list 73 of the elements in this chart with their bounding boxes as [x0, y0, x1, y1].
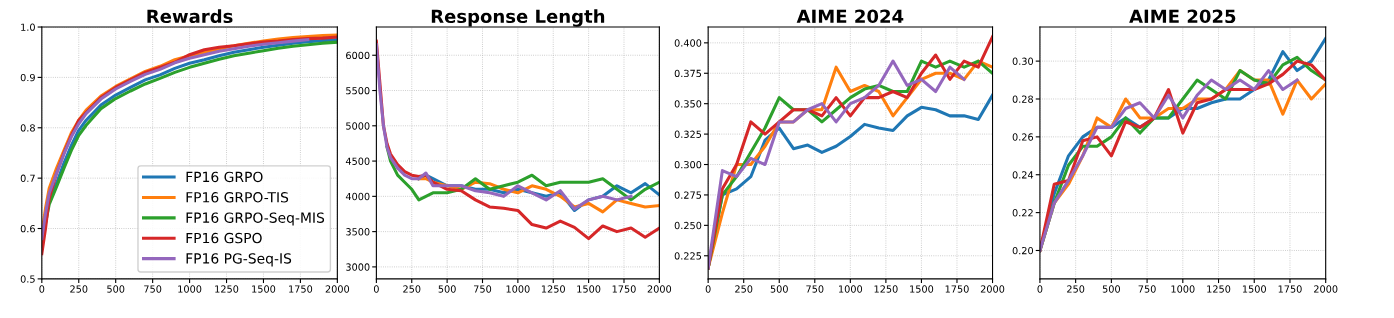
x-tick-label: 0 — [705, 285, 711, 293]
x-tick-label: 2000 — [647, 285, 672, 293]
x-tick-label: 1000 — [178, 285, 202, 293]
y-tick-label: 0.325 — [674, 130, 702, 138]
y-tick-label: 5500 — [346, 87, 370, 95]
x-tick-label: 750 — [144, 285, 162, 293]
x-tick-label: 1500 — [910, 285, 934, 293]
y-tick-label: 0.20 — [1012, 246, 1034, 255]
x-tick-label: 1750 — [945, 285, 969, 293]
x-tick-label: 250 — [1067, 285, 1085, 293]
legend-label: FP16 PG-Seq-IS — [186, 253, 292, 267]
x-tick-label: 1250 — [874, 285, 898, 293]
x-tick-label: 1250 — [1207, 285, 1231, 293]
x-tick-label: 1000 — [506, 285, 530, 293]
x-tick-label: 1500 — [252, 285, 276, 293]
y-tick-label: 0.30 — [1012, 57, 1034, 65]
y-tick-label: 6000 — [346, 51, 370, 60]
y-tick-label: 0.375 — [674, 69, 702, 78]
legend-label: FP16 GSPO — [186, 232, 262, 244]
y-tick-label: 0.7 — [20, 174, 35, 182]
y-tick-label: 0.275 — [674, 191, 702, 199]
y-tick-label: 0.250 — [674, 221, 702, 230]
x-tick-label: 2000 — [1314, 285, 1338, 293]
y-tick-label: 0.9 — [20, 73, 35, 82]
chart-title: Rewards — [147, 9, 233, 24]
x-tick-label: 250 — [403, 285, 421, 293]
x-tick-label: 1500 — [1242, 285, 1266, 293]
y-tick-label: 0.300 — [674, 160, 702, 169]
x-tick-label: 1500 — [577, 285, 601, 293]
legend-label: FP16 GRPO-Seq-MIS — [186, 212, 325, 226]
y-tick-label: 0.28 — [1012, 95, 1034, 103]
x-tick-label: 750 — [474, 285, 492, 293]
y-tick-label: 0.400 — [674, 39, 702, 47]
x-tick-label: 1750 — [1278, 285, 1302, 293]
x-tick-label: 1250 — [541, 285, 565, 293]
x-tick-label: 500 — [770, 285, 788, 293]
y-tick-label: 5000 — [346, 122, 370, 130]
x-tick-label: 500 — [1102, 285, 1120, 293]
y-tick-label: 3500 — [346, 228, 370, 236]
x-tick-label: 0 — [1037, 285, 1043, 293]
chart-title: AIME 2025 — [1129, 9, 1236, 24]
y-tick-label: 1.0 — [21, 23, 35, 31]
x-tick-label: 750 — [806, 285, 824, 293]
x-tick-label: 1000 — [839, 285, 863, 293]
y-tick-label: 0.24 — [1012, 171, 1034, 179]
x-tick-label: 1750 — [612, 285, 636, 293]
x-tick-label: 1750 — [289, 285, 313, 293]
y-tick-label: 4500 — [345, 157, 370, 165]
x-tick-label: 0 — [373, 285, 379, 293]
y-tick-label: 0.8 — [20, 124, 35, 132]
y-tick-label: 0.225 — [674, 252, 702, 260]
y-tick-label: 0.26 — [1012, 133, 1034, 141]
chart-title: AIME 2024 — [796, 9, 904, 24]
y-tick-label: 0.6 — [20, 224, 35, 233]
x-tick-label: 1000 — [1171, 285, 1195, 293]
y-tick-label: 0.350 — [674, 100, 702, 108]
legend-label: FP16 GRPO — [186, 171, 263, 183]
x-tick-label: 500 — [438, 285, 456, 293]
x-tick-label: 2000 — [980, 285, 1005, 293]
x-tick-label: 1250 — [215, 285, 239, 293]
y-tick-label: 0.5 — [20, 275, 35, 283]
legend-label: FP16 GRPO-TIS — [186, 192, 289, 203]
x-tick-label: 250 — [735, 285, 753, 293]
x-tick-label: 2000 — [325, 285, 350, 293]
x-tick-label: 500 — [107, 285, 125, 293]
x-tick-label: 750 — [1138, 285, 1156, 293]
x-tick-label: 250 — [70, 285, 88, 293]
y-tick-label: 4000 — [345, 192, 370, 201]
chart-title: Response Length — [431, 9, 605, 27]
y-tick-label: 0.22 — [1012, 209, 1033, 217]
x-tick-label: 0 — [39, 285, 45, 293]
line-series — [376, 43, 633, 211]
y-tick-label: 3000 — [346, 263, 370, 271]
